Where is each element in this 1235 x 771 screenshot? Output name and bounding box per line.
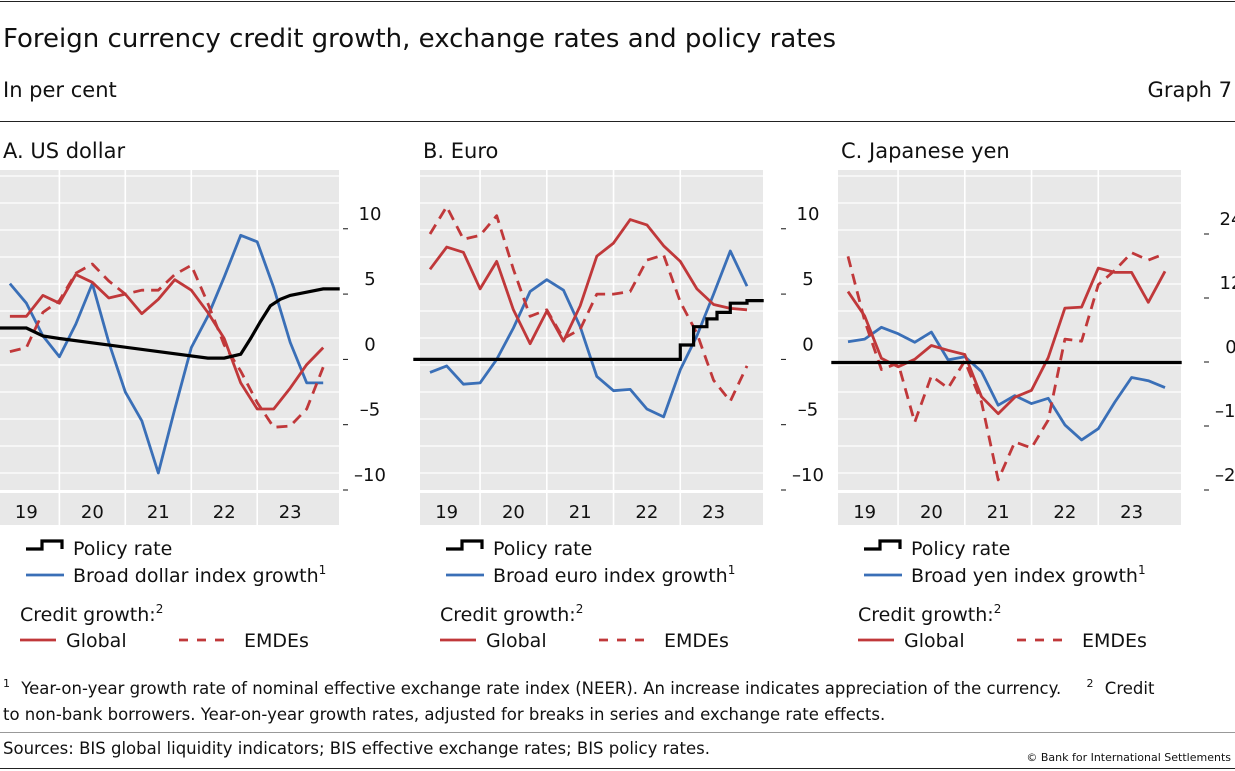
legend-label-index: Broad dollar index growth1 (73, 563, 326, 587)
series-line-broad-dollar-index-growth (8, 233, 324, 475)
legend-label-policy: Policy rate (493, 538, 592, 560)
x-tick-label: 19 (15, 502, 38, 523)
legend-sup-2: 2 (156, 602, 164, 616)
footnote-1-text: Year-on-year growth rate of nominal effe… (21, 678, 1062, 698)
panel-title-usd: A. US dollar (3, 139, 125, 163)
x-tick-label: 19 (853, 502, 876, 523)
x-tick-label: 21 (147, 502, 170, 523)
panel-title-eur: B. Euro (423, 139, 498, 163)
y-tick-label: –10 (792, 465, 824, 486)
legend-heading-credit: Credit growth:2 (20, 602, 163, 626)
legend-label-emdes: EMDEs (244, 630, 309, 652)
series-line-emdes (9, 262, 325, 429)
x-label-band (420, 493, 763, 525)
sources: Sources: BIS global liquidity indicators… (3, 739, 710, 758)
series-line-policy-rate (413, 299, 764, 361)
y-tick-label: 24 (1220, 209, 1235, 230)
plot-background (838, 170, 1181, 490)
y-tick-label: 12 (1220, 273, 1235, 294)
panel-title-jpy: C. Japanese yen (841, 139, 1010, 163)
bottom-rule (0, 768, 1235, 769)
x-tick-label: 22 (635, 502, 658, 523)
copyright: © Bank for International Settlements (1026, 751, 1231, 764)
series-line-emdes (846, 251, 1166, 482)
x-tick-label: 21 (987, 502, 1010, 523)
legend-label-global: Global (66, 630, 127, 652)
x-label-band (838, 493, 1181, 525)
y-tick-label: –10 (354, 465, 386, 486)
y-tick-label: –5 (798, 400, 818, 421)
footnote-2-marker: 2 (1086, 677, 1094, 690)
legend-sup-1: 1 (1138, 563, 1146, 577)
x-tick-label: 20 (502, 502, 525, 523)
plot-background (0, 170, 339, 490)
legend-sup-1: 1 (728, 563, 736, 577)
y-tick-label: –24 (1215, 465, 1235, 486)
y-tick-label: 5 (364, 269, 375, 290)
legend-heading-credit: Credit growth:2 (440, 602, 583, 626)
x-tick-label: 22 (1053, 502, 1076, 523)
legend-label-global: Global (486, 630, 547, 652)
y-tick-label: 0 (1225, 337, 1235, 358)
legend-sup-1: 1 (319, 563, 327, 577)
y-tick-label: 0 (802, 334, 813, 355)
x-tick-label: 23 (279, 502, 302, 523)
graph-number: Graph 7 (1147, 78, 1232, 102)
footnote-1: 1 Year-on-year growth rate of nominal ef… (3, 677, 1154, 698)
legend-label-global: Global (904, 630, 965, 652)
x-tick-label: 20 (920, 502, 943, 523)
legend-label-emdes: EMDEs (664, 630, 729, 652)
page-title: Foreign currency credit growth, exchange… (3, 24, 837, 54)
legend-sup-2: 2 (576, 602, 584, 616)
y-tick-label: 5 (802, 269, 813, 290)
series-line-global (428, 218, 748, 346)
y-tick-label: –5 (360, 400, 380, 421)
y-tick-label: –12 (1215, 401, 1235, 422)
footnote-2-text-a: Credit (1104, 678, 1155, 698)
legend-label-policy: Policy rate (911, 538, 1010, 560)
legend-label-index: Broad yen index growth1 (911, 563, 1146, 587)
x-tick-label: 21 (569, 502, 592, 523)
x-tick-label: 23 (1120, 502, 1143, 523)
legend-label-index: Broad euro index growth1 (493, 563, 735, 587)
legend-swatch-policy (26, 539, 64, 551)
panel-jpy: C. Japanese yen192021222324120–12–24Poli… (831, 139, 1235, 652)
x-label-band (0, 493, 339, 525)
legend-swatch-policy (864, 539, 902, 551)
series-line-broad-yen-index-growth (847, 325, 1166, 442)
legend-label-emdes: EMDEs (1082, 630, 1147, 652)
legend-label-policy: Policy rate (73, 538, 172, 560)
y-tick-label: 0 (364, 334, 375, 355)
x-tick-label: 22 (213, 502, 236, 523)
top-rule (0, 1, 1235, 2)
header-rule (0, 121, 1235, 122)
legend-swatch-policy (446, 539, 484, 551)
footnote-rule (0, 732, 1235, 733)
footnote-1-marker: 1 (3, 677, 10, 690)
y-tick-label: 10 (797, 204, 820, 225)
footnote-2-continued: to non-bank borrowers. Year-on-year grow… (3, 705, 886, 724)
x-tick-label: 23 (702, 502, 725, 523)
x-tick-label: 19 (435, 502, 458, 523)
series-line-policy-rate (0, 287, 340, 360)
plot-background (420, 170, 763, 490)
legend-sup-2: 2 (994, 602, 1002, 616)
x-tick-label: 20 (81, 502, 104, 523)
subtitle: In per cent (3, 78, 117, 102)
legend-heading-credit: Credit growth:2 (858, 602, 1001, 626)
y-tick-label: 10 (359, 204, 382, 225)
